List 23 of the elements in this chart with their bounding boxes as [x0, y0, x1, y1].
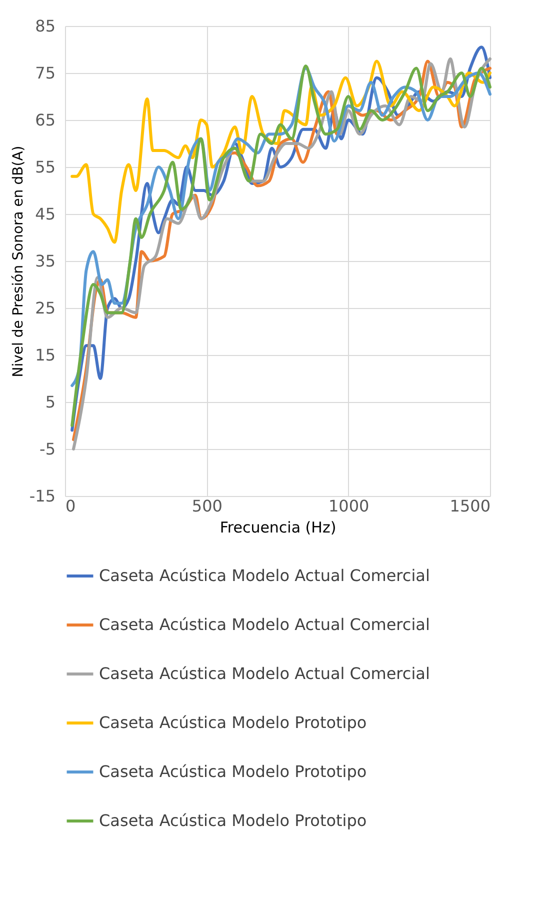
legend-label: Caseta Acústica Modelo Prototipo [99, 713, 367, 732]
y-tick-label: 85 [35, 16, 56, 36]
legend-label: Caseta Acústica Modelo Prototipo [99, 762, 367, 781]
legend-label: Caseta Acústica Modelo Actual Comercial [99, 664, 430, 683]
y-tick-label: 15 [35, 346, 56, 364]
x-tick-label: 0 [66, 496, 76, 516]
y-tick-label: 75 [35, 64, 56, 82]
y-axis-title: Nivel de Presión Sonora en dB(A) [10, 146, 26, 378]
y-tick-label: -5 [40, 440, 56, 458]
y-tick-label: 5 [45, 392, 56, 412]
y-tick-label: -15 [29, 486, 56, 506]
legend-label: Caseta Acústica Modelo Prototipo [99, 811, 367, 830]
y-tick-label: 45 [35, 204, 56, 224]
legend-label: Caseta Acústica Modelo Actual Comercial [99, 566, 430, 585]
x-axis-title: Frecuencia (Hz) [220, 518, 336, 536]
legend-label: Caseta Acústica Modelo Actual Comercial [99, 615, 430, 634]
y-tick-label: 55 [35, 158, 56, 176]
y-tick-label: 25 [35, 298, 56, 318]
x-tick-label: 1500 [450, 496, 490, 516]
x-tick-label: 500 [192, 496, 222, 516]
x-tick-label: 1000 [328, 496, 370, 516]
y-tick-label: 35 [35, 252, 56, 270]
y-tick-label: 65 [35, 110, 56, 130]
